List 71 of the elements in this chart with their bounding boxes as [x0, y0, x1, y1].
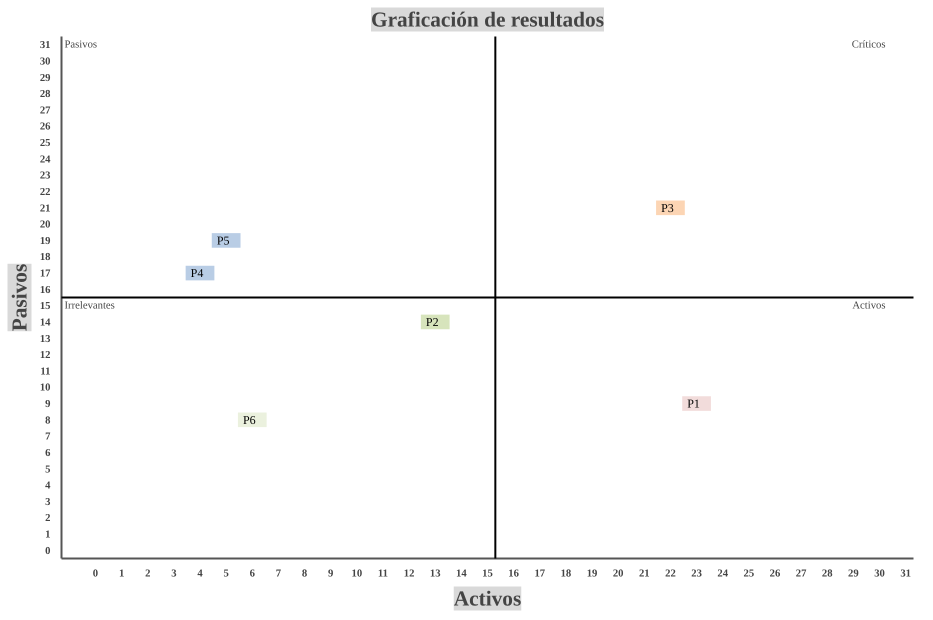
x-tick-label: 15 [482, 568, 493, 580]
x-tick-label: 20 [612, 568, 624, 580]
x-tick-label: 16 [508, 568, 520, 580]
x-tick-label: 12 [404, 568, 414, 580]
y-tick-label: 2 [45, 513, 50, 524]
annotation: Irrelevantes [64, 300, 115, 312]
x-axis-title: Activos [454, 586, 522, 610]
y-tick-label: 25 [40, 138, 50, 150]
x-tick-label: 27 [796, 568, 808, 580]
y-tick-label: 7 [45, 432, 52, 443]
chart-title: Graficación de resultados [370, 8, 604, 32]
x-tick-label: 22 [665, 568, 676, 580]
x-tick-label: 17 [534, 568, 546, 580]
y-tick-label: 29 [40, 72, 50, 84]
x-tick-label: 0 [92, 568, 98, 580]
x-tick-label: 25 [744, 568, 754, 580]
y-tick-label: 19 [40, 236, 50, 247]
annotation: Pasivos [64, 40, 98, 50]
annotation: Activos [852, 300, 886, 312]
x-tick-label: 7 [276, 568, 282, 580]
x-tick-label: 6 [250, 568, 256, 580]
y-tick-label: 17 [40, 268, 52, 280]
x-tick-label: 19 [586, 568, 598, 580]
x-tick-label: 13 [430, 568, 441, 580]
y-tick-label: 8 [45, 415, 50, 426]
y-tick-label: 11 [40, 366, 51, 378]
y-tick-label: 4 [45, 480, 52, 492]
y-tick-label: 15 [40, 301, 50, 312]
x-tick-label: 24 [717, 568, 729, 580]
y-tick-label: 5 [45, 464, 50, 476]
y-tick-label: 3 [45, 496, 50, 508]
x-tick-label: 3 [171, 568, 177, 580]
y-axis-title: Pasivos [8, 264, 32, 332]
x-tick-label: 1 [118, 568, 124, 580]
x-tick-label: 26 [770, 568, 781, 580]
x-tick-label: 4 [197, 568, 204, 580]
y-tick-label: 16 [40, 284, 52, 296]
x-tick-label: 8 [302, 568, 308, 580]
x-tick-label: 23 [691, 568, 702, 580]
annotation: Críticos [852, 40, 886, 50]
y-tick-label: 22 [40, 186, 50, 198]
y-tick-label: 26 [40, 122, 52, 133]
x-tick-label: 18 [560, 568, 572, 580]
y-tick-label: 10 [40, 382, 50, 394]
x-tick-label: 10 [351, 568, 362, 580]
y-tick-label: 13 [40, 334, 50, 345]
x-tick-label: 2 [145, 568, 150, 580]
x-tick-label: 30 [874, 568, 885, 580]
y-tick-label: 12 [40, 350, 50, 362]
y-tick-label: 28 [40, 89, 50, 100]
y-tick-label: 6 [45, 448, 52, 459]
y-tick-label: 30 [40, 56, 50, 68]
x-tick-label: 14 [456, 568, 468, 580]
y-tick-label: 1 [45, 530, 50, 541]
y-tick-label: 18 [40, 252, 50, 264]
y-tick-label: 23 [40, 170, 50, 182]
x-tick-label: 21 [638, 568, 650, 580]
y-tick-label: 0 [45, 546, 50, 557]
x-tick-label: 28 [822, 568, 833, 580]
y-tick-label: 27 [40, 105, 52, 116]
y-tick-label: 21 [40, 203, 50, 214]
y-tick-label: 20 [40, 220, 50, 231]
x-tick-label: 5 [223, 568, 229, 580]
y-tick-label: 31 [40, 40, 50, 52]
x-tick-label: 29 [848, 568, 859, 580]
x-tick-label: 11 [378, 568, 388, 580]
x-tick-label: 31 [900, 568, 911, 580]
y-tick-label: 14 [40, 317, 52, 328]
y-tick-label: 24 [40, 154, 52, 166]
y-tick-label: 9 [45, 399, 50, 410]
x-tick-label: 9 [328, 568, 334, 580]
